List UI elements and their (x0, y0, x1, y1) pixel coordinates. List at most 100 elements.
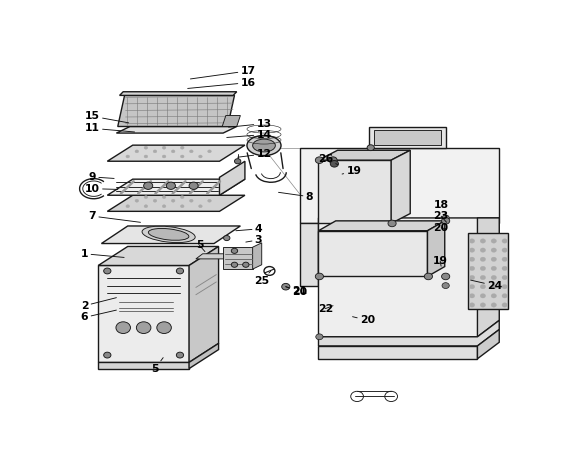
Polygon shape (120, 92, 237, 95)
Circle shape (104, 352, 111, 358)
Circle shape (282, 284, 290, 290)
Circle shape (502, 294, 507, 298)
Circle shape (480, 239, 486, 243)
Circle shape (442, 215, 449, 221)
Text: 13: 13 (229, 119, 271, 129)
Text: 26: 26 (318, 154, 338, 164)
Polygon shape (427, 221, 445, 276)
Circle shape (480, 266, 486, 271)
Text: 23: 23 (434, 211, 449, 222)
Circle shape (116, 322, 131, 333)
Circle shape (491, 239, 496, 243)
Text: 19: 19 (342, 166, 362, 176)
Text: 10: 10 (85, 184, 118, 194)
Circle shape (469, 294, 475, 298)
Circle shape (162, 196, 166, 199)
Circle shape (144, 155, 148, 158)
Polygon shape (319, 346, 478, 359)
Circle shape (207, 200, 212, 202)
Circle shape (166, 182, 175, 190)
Circle shape (480, 303, 486, 307)
Circle shape (180, 196, 184, 199)
Text: 8: 8 (278, 192, 313, 202)
Text: 6: 6 (81, 310, 117, 323)
Circle shape (162, 205, 166, 208)
Circle shape (424, 273, 432, 280)
Circle shape (480, 285, 486, 289)
Polygon shape (107, 179, 245, 195)
Polygon shape (98, 362, 189, 369)
Circle shape (104, 268, 111, 274)
Circle shape (502, 257, 507, 261)
Polygon shape (107, 145, 245, 161)
Polygon shape (107, 195, 245, 211)
Circle shape (329, 157, 337, 163)
Circle shape (331, 161, 339, 167)
Circle shape (502, 285, 507, 289)
Polygon shape (101, 226, 240, 244)
Circle shape (491, 285, 496, 289)
Circle shape (144, 196, 148, 199)
Polygon shape (478, 218, 499, 337)
Polygon shape (98, 266, 189, 362)
Circle shape (367, 145, 374, 151)
Circle shape (469, 257, 475, 261)
Polygon shape (319, 320, 499, 346)
Polygon shape (391, 150, 410, 223)
Circle shape (234, 159, 241, 164)
Text: 2: 2 (81, 298, 117, 311)
Circle shape (144, 146, 148, 149)
Ellipse shape (142, 226, 195, 243)
Circle shape (126, 205, 130, 208)
Polygon shape (374, 130, 441, 145)
Circle shape (171, 200, 175, 202)
Circle shape (502, 239, 507, 243)
Text: 18: 18 (434, 200, 449, 216)
Circle shape (189, 200, 193, 202)
Circle shape (189, 150, 193, 153)
Text: 20: 20 (434, 223, 449, 233)
Circle shape (231, 248, 238, 253)
Circle shape (199, 205, 202, 208)
Circle shape (480, 276, 486, 280)
Circle shape (176, 352, 183, 358)
Circle shape (231, 262, 238, 267)
Circle shape (135, 150, 139, 153)
Circle shape (144, 182, 153, 190)
Circle shape (135, 200, 139, 202)
Text: 22: 22 (318, 304, 333, 314)
Circle shape (502, 276, 507, 280)
Circle shape (491, 248, 496, 252)
Circle shape (502, 303, 507, 307)
Circle shape (126, 155, 130, 158)
Circle shape (162, 155, 166, 158)
Circle shape (153, 150, 157, 153)
Circle shape (480, 294, 486, 298)
Polygon shape (118, 95, 234, 126)
Polygon shape (369, 127, 445, 148)
Polygon shape (98, 247, 219, 266)
Text: 24: 24 (471, 280, 502, 291)
Circle shape (162, 146, 166, 149)
Polygon shape (319, 160, 391, 223)
Circle shape (480, 248, 486, 252)
Text: 16: 16 (188, 77, 255, 88)
Text: 14: 14 (227, 130, 271, 140)
Text: 3: 3 (246, 235, 263, 245)
Circle shape (180, 146, 184, 149)
Text: 20: 20 (286, 287, 307, 297)
Circle shape (224, 236, 230, 241)
Polygon shape (300, 148, 499, 223)
Circle shape (176, 268, 183, 274)
Polygon shape (319, 231, 427, 276)
Ellipse shape (247, 135, 281, 156)
Text: 15: 15 (85, 111, 129, 123)
Text: 11: 11 (85, 124, 135, 133)
Polygon shape (319, 218, 499, 337)
Ellipse shape (148, 228, 189, 240)
Circle shape (157, 322, 171, 333)
Polygon shape (300, 223, 319, 285)
Text: 17: 17 (190, 66, 255, 79)
Polygon shape (319, 150, 410, 160)
Circle shape (315, 157, 323, 163)
